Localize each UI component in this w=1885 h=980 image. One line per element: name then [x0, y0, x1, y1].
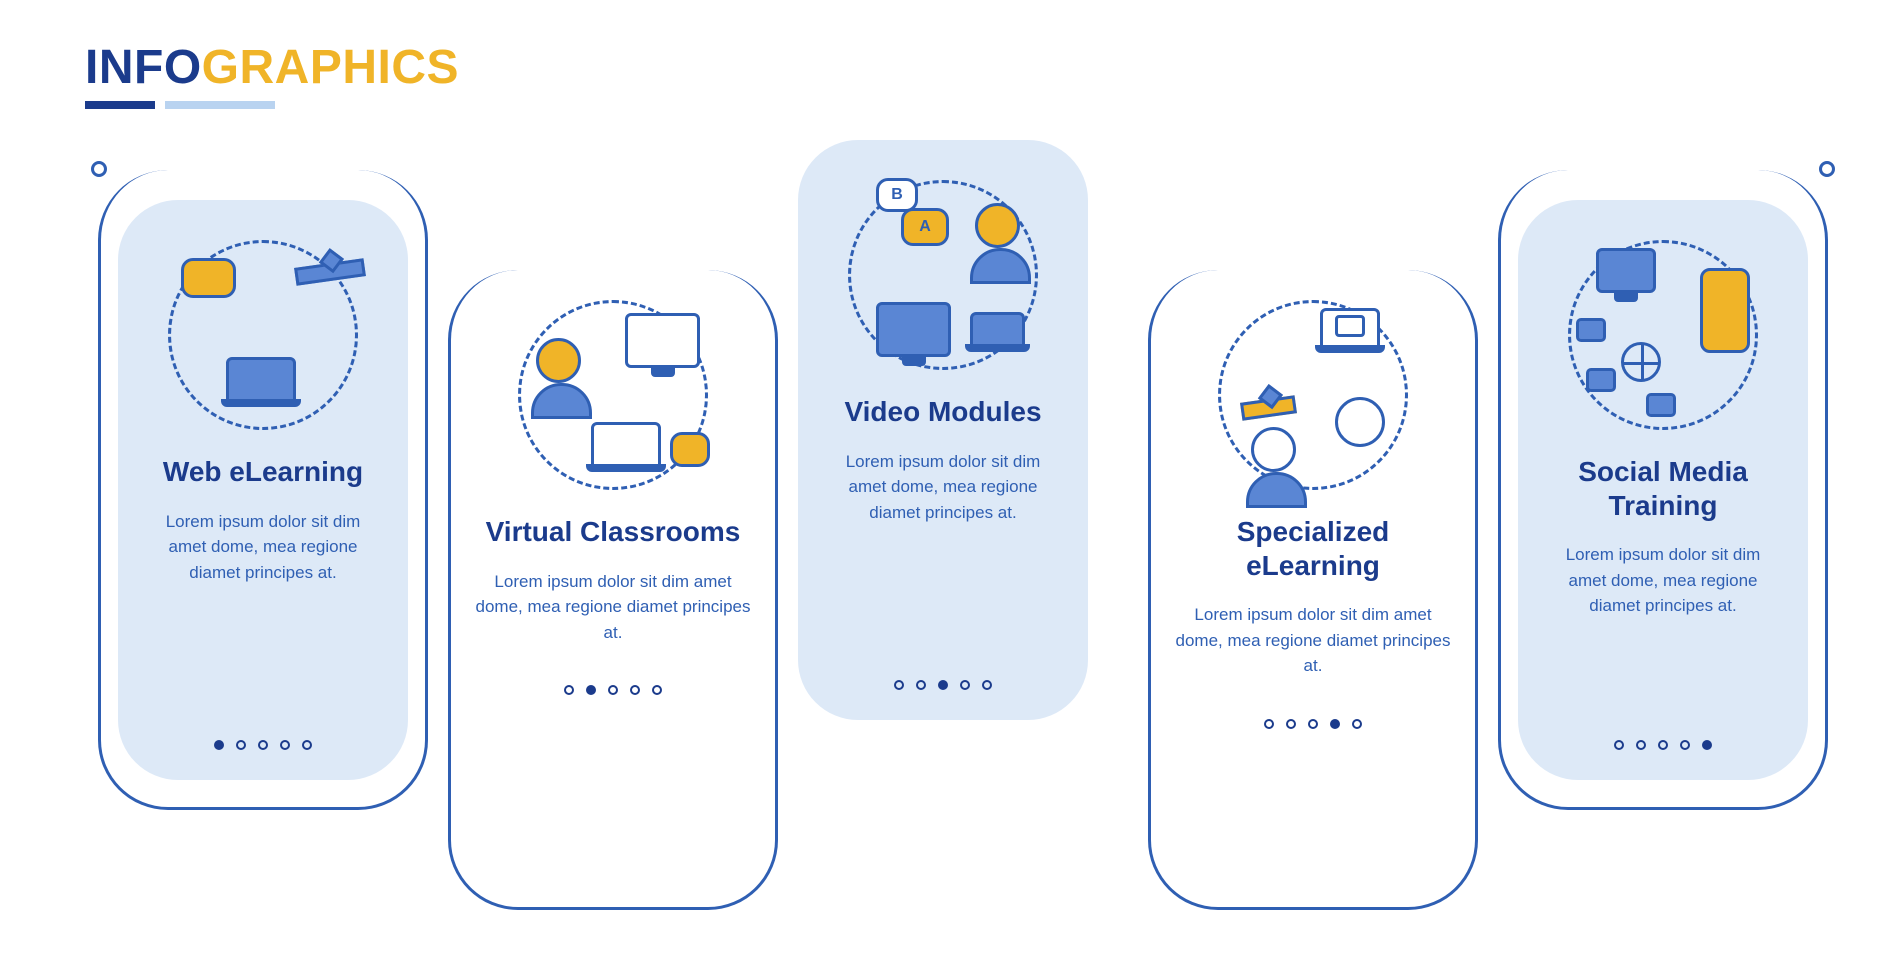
- card-desc: Lorem ipsum dolor sit dim amet dome, mea…: [1173, 602, 1453, 679]
- pagination-dots: [473, 685, 753, 695]
- dot: [1702, 740, 1712, 750]
- card-desc: Lorem ipsum dolor sit dim amet dome, mea…: [148, 509, 378, 586]
- card-title: Specialized eLearning: [1173, 515, 1453, 582]
- dot: [586, 685, 596, 695]
- cards-row: Web eLearning Lorem ipsum dolor sit dim …: [0, 80, 1885, 960]
- pagination-dots: [828, 680, 1058, 690]
- dot: [894, 680, 904, 690]
- card-title: Virtual Classrooms: [473, 515, 753, 549]
- social-media-training-icon: [1568, 240, 1758, 430]
- dot: [1330, 719, 1340, 729]
- card-desc: Lorem ipsum dolor sit dim amet dome, mea…: [828, 449, 1058, 526]
- card-video-modules: B A Video Modules Lorem ipsum dolor sit …: [798, 140, 1088, 720]
- dot: [960, 680, 970, 690]
- dot: [1636, 740, 1646, 750]
- connector-dot-right: [1819, 161, 1835, 177]
- card-desc: Lorem ipsum dolor sit dim amet dome, mea…: [1548, 542, 1778, 619]
- dot: [916, 680, 926, 690]
- specialized-elearning-icon: [1218, 300, 1408, 490]
- dot: [280, 740, 290, 750]
- dot: [214, 740, 224, 750]
- dot: [1614, 740, 1624, 750]
- card-virtual-classrooms: Virtual Classrooms Lorem ipsum dolor sit…: [448, 270, 778, 910]
- card-title: Video Modules: [828, 395, 1058, 429]
- dot: [652, 685, 662, 695]
- dot: [938, 680, 948, 690]
- card-title: Social Media Training: [1548, 455, 1778, 522]
- dot: [258, 740, 268, 750]
- dot: [1658, 740, 1668, 750]
- video-modules-icon: B A: [848, 180, 1038, 370]
- dot: [982, 680, 992, 690]
- virtual-classrooms-icon: [518, 300, 708, 490]
- pagination-dots: [1173, 719, 1453, 729]
- dot: [1286, 719, 1296, 729]
- web-elearning-icon: [168, 240, 358, 430]
- card-specialized-elearning: Specialized eLearning Lorem ipsum dolor …: [1148, 270, 1478, 910]
- dot: [1352, 719, 1362, 729]
- card-web-elearning: Web eLearning Lorem ipsum dolor sit dim …: [118, 200, 408, 780]
- pagination-dots: [148, 740, 378, 750]
- dot: [236, 740, 246, 750]
- dot: [302, 740, 312, 750]
- pagination-dots: [1548, 740, 1778, 750]
- dot: [1308, 719, 1318, 729]
- card-desc: Lorem ipsum dolor sit dim amet dome, mea…: [473, 569, 753, 646]
- connector-dot-left: [91, 161, 107, 177]
- dot: [1680, 740, 1690, 750]
- dot: [630, 685, 640, 695]
- card-social-media-training: Social Media Training Lorem ipsum dolor …: [1518, 200, 1808, 780]
- dot: [564, 685, 574, 695]
- dot: [608, 685, 618, 695]
- dot: [1264, 719, 1274, 729]
- card-title: Web eLearning: [148, 455, 378, 489]
